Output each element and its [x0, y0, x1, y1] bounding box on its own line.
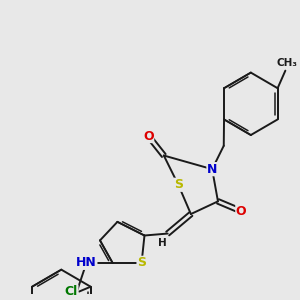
Text: Cl: Cl	[65, 285, 78, 298]
Text: CH₃: CH₃	[277, 58, 298, 68]
Text: HN: HN	[76, 256, 97, 269]
Text: N: N	[207, 163, 217, 176]
Text: S: S	[174, 178, 183, 191]
Text: O: O	[143, 130, 154, 142]
Text: O: O	[236, 205, 247, 218]
Text: H: H	[158, 238, 166, 248]
Text: S: S	[137, 256, 146, 269]
